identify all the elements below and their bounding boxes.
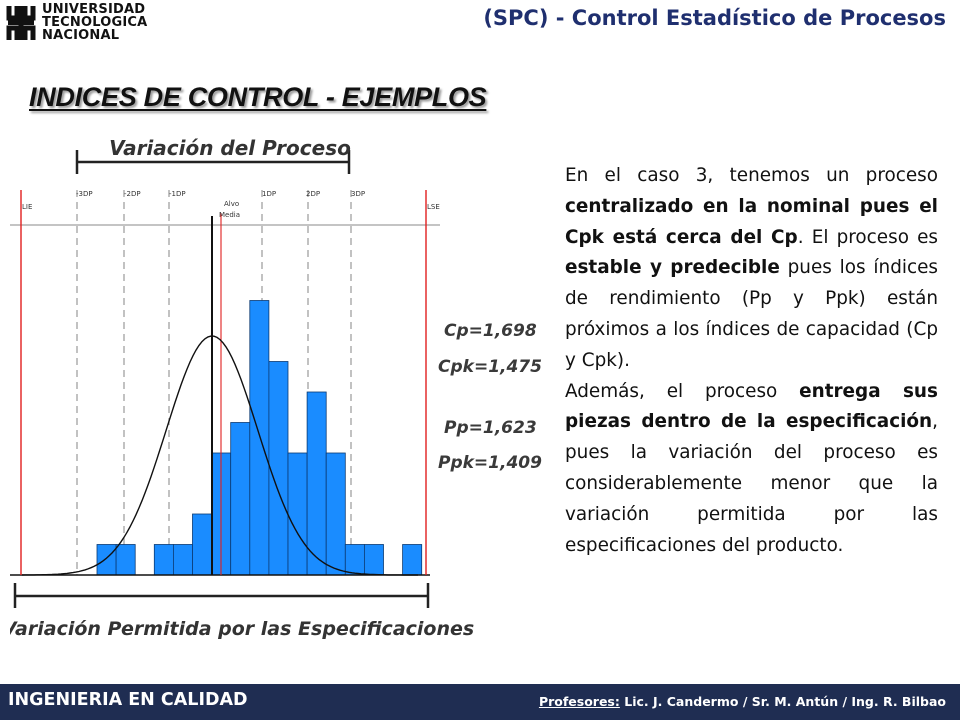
p1-text-2: . El proceso es (797, 226, 938, 248)
ppk-label: Ppk=1,409 (438, 453, 542, 473)
histogram-bar (268, 361, 289, 576)
p2-text-1: Además, el proceso (565, 380, 800, 402)
histogram-bar (172, 544, 193, 576)
sigma-label-plus1: 1DP (262, 190, 276, 198)
university-name: UNIVERSIDAD TECNOLOGICA NACIONAL (42, 3, 147, 42)
footer-bar (0, 684, 960, 720)
histogram-bar (306, 391, 327, 576)
sigma-label-plus2: 2DP (306, 190, 320, 198)
histogram-bar (363, 544, 384, 576)
process-capability-chart: Variación del Proceso Variación Permitid… (10, 136, 542, 640)
header-title: (SPC) - Control Estadístico de Procesos (483, 6, 946, 30)
bottom-variation-label: Variación Permitida por las Especificaci… (10, 618, 474, 640)
header-title-main: Control Estadístico de Procesos (571, 6, 946, 30)
sigma-label-minus3: -3DP (76, 190, 93, 198)
university-line-1: UNIVERSIDAD (42, 2, 146, 17)
university-line-2: TECNOLOGICA (42, 15, 148, 30)
professors-label: Profesores: (538, 694, 620, 709)
p2-bold-1: entrega sus piezas dentro de la especifi… (565, 380, 938, 433)
lie-label: LIE (22, 203, 32, 211)
media-label: Media (219, 211, 240, 219)
p1-bold-1: centralizado en la nominal pues el Cpk e… (565, 195, 938, 248)
paragraph-2: Además, el proceso entrega sus piezas de… (565, 377, 938, 562)
sigma-label-minus1: -1DP (169, 190, 186, 198)
footer-professors: Profesores: Lic. J. Candermo / Sr. M. An… (539, 694, 946, 709)
pp-label: Pp=1,623 (444, 418, 537, 438)
p1-text-1: En el caso 3, tenemos un proceso (565, 165, 938, 186)
p1-text-3: pues los índices de rendimiento (Pp y Pp… (565, 257, 938, 371)
p1-bold-2: estable y predecible (565, 257, 780, 279)
lse-label: LSE (427, 203, 440, 211)
histogram-bar (402, 544, 423, 576)
cpk-label: Cpk=1,475 (438, 357, 542, 377)
sigma-label-plus3: 3DP (351, 190, 365, 198)
utn-logo-icon (6, 4, 36, 42)
bottom-bracket (13, 583, 430, 608)
body-text: En el caso 3, tenemos un proceso central… (565, 161, 938, 561)
alvo-label: Alvo (224, 200, 239, 208)
header-title-prefix: (SPC) - (483, 6, 572, 30)
footer-course-name: INGENIERIA EN CALIDAD (8, 690, 248, 710)
histogram-bar (325, 452, 346, 576)
histogram-bar (96, 544, 117, 576)
paragraph-1: En el caso 3, tenemos un proceso central… (565, 161, 938, 377)
histogram-bar (344, 544, 365, 576)
top-variation-label: Variación del Proceso (109, 136, 351, 160)
histogram-bar (153, 544, 174, 576)
university-line-3: NACIONAL (42, 28, 120, 43)
histogram-bar (115, 544, 136, 576)
top-bracket (75, 150, 351, 174)
histogram-bar (230, 422, 251, 576)
normal-curve (21, 335, 418, 576)
cp-label: Cp=1,698 (444, 321, 537, 341)
professors-names: Lic. J. Candermo / Sr. M. Antún / Ing. R… (619, 694, 946, 709)
chart-lines (10, 150, 430, 608)
histogram-bar (287, 452, 308, 576)
p2-text-2: , pues la variación del proceso es consi… (565, 411, 938, 556)
histogram-bar (249, 300, 270, 576)
histogram-bars (96, 300, 423, 576)
histogram-bar (192, 513, 213, 576)
sigma-label-minus2: -2DP (124, 190, 141, 198)
section-title: INDICES DE CONTROL - EJEMPLOS (29, 82, 487, 112)
